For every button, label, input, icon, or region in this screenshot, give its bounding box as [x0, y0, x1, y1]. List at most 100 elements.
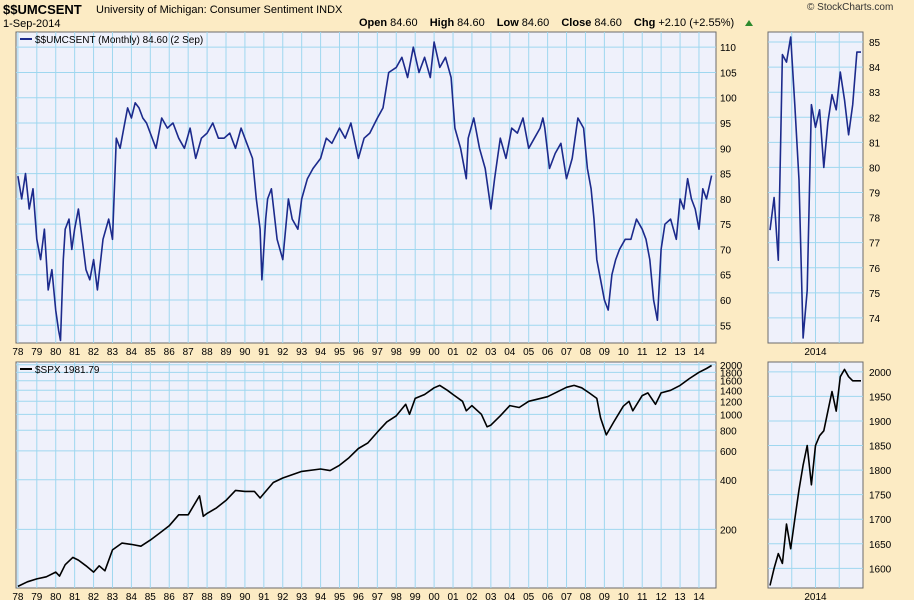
x-tick-label: 00	[429, 592, 441, 600]
y-tick-label: 1200	[720, 397, 743, 408]
y-tick-label: 200	[720, 525, 737, 536]
y-tick-label: 79	[869, 189, 881, 200]
y-tick-label: 75	[720, 220, 732, 231]
x-tick-label: 83	[107, 347, 119, 358]
y-tick-label: 76	[869, 264, 881, 275]
y-tick-label: 80	[720, 195, 732, 206]
x-tick-label: 82	[88, 592, 100, 600]
x-tick-label: 11	[637, 347, 648, 358]
x-tick-label: 93	[296, 592, 308, 600]
low-value: 84.60	[521, 17, 550, 29]
x-tick-label: 95	[334, 347, 346, 358]
spx-zoom-line	[769, 368, 861, 586]
x-tick-label: 87	[183, 592, 195, 600]
x-tick-label: 02	[466, 347, 478, 358]
stockcharts-logo[interactable]: © StockCharts.com	[807, 2, 894, 13]
y-tick-label: 80	[869, 163, 881, 174]
y-tick-label: 800	[720, 426, 737, 437]
x-tick-label: 83	[107, 592, 119, 600]
x-tick-label: 93	[296, 347, 308, 358]
x-tick-label: 97	[372, 592, 384, 600]
x-tick-label: 90	[239, 347, 251, 358]
x-tick-label: 78	[12, 592, 24, 600]
y-tick-label: 105	[720, 68, 737, 79]
x-tick-label: 07	[561, 592, 573, 600]
close-label: Close	[561, 17, 592, 29]
x-tick-label: 14	[693, 592, 705, 600]
y-tick-label: 110	[720, 43, 736, 54]
x-tick-label: 98	[391, 347, 403, 358]
x-tick-label: 12	[656, 347, 668, 358]
x-tick-label: 03	[485, 347, 497, 358]
x-tick-label: 13	[674, 592, 686, 600]
y-tick-label: 1750	[869, 491, 892, 502]
legend-label: $$UMCSENT (Monthly) 84.60 (2 Sep)	[35, 35, 203, 46]
y-tick-label: 2000	[869, 368, 892, 379]
plot-area-1	[15, 31, 717, 344]
low-label: Low	[496, 17, 519, 29]
symbol-description: University of Michigan: Consumer Sentime…	[96, 4, 343, 16]
y-tick-label: 1800	[869, 466, 892, 477]
y-tick-label: 1400	[720, 386, 743, 397]
x-tick-label: 78	[12, 347, 24, 358]
x-tick-label: 06	[542, 592, 554, 600]
x-tick-label: 92	[277, 347, 289, 358]
x-tick-label: 14	[693, 347, 705, 358]
x-tick-label: 2014	[804, 592, 827, 600]
x-tick-label: 03	[485, 592, 497, 600]
y-tick-label: 100	[720, 94, 737, 105]
x-tick-label: 84	[126, 592, 138, 600]
spx-line	[17, 364, 713, 588]
y-tick-label: 1600	[720, 377, 743, 388]
sentiment-zoom-line	[769, 36, 861, 339]
y-tick-label: 1650	[869, 540, 892, 551]
chart-date: 1-Sep-2014	[3, 18, 61, 30]
y-tick-label: 55	[720, 321, 732, 332]
x-tick-label: 02	[466, 592, 478, 600]
x-tick-label: 96	[353, 347, 365, 358]
x-tick-label: 91	[258, 592, 270, 600]
x-tick-label: 99	[410, 347, 422, 358]
y-tick-label: 1800	[720, 368, 743, 379]
x-tick-label: 2014	[804, 347, 827, 358]
x-tick-label: 95	[334, 592, 346, 600]
x-tick-label: 98	[391, 592, 403, 600]
x-tick-label: 86	[164, 347, 176, 358]
y-tick-label: 81	[869, 138, 881, 149]
y-tick-label: 95	[720, 119, 732, 130]
y-tick-label: 1950	[869, 392, 892, 403]
y-tick-label: 1850	[869, 442, 892, 453]
x-tick-label: 81	[69, 347, 81, 358]
x-tick-label: 94	[315, 347, 327, 358]
x-tick-label: 00	[429, 347, 441, 358]
x-tick-label: 09	[599, 592, 611, 600]
x-tick-label: 04	[504, 592, 516, 600]
y-tick-label: 90	[720, 144, 732, 155]
x-tick-label: 08	[580, 592, 592, 600]
x-tick-label: 79	[31, 592, 43, 600]
x-tick-label: 06	[542, 347, 554, 358]
high-label: High	[429, 17, 455, 29]
x-tick-label: 82	[88, 347, 100, 358]
y-tick-label: 82	[869, 113, 881, 124]
x-tick-label: 10	[618, 347, 630, 358]
y-tick-label: 1600	[869, 564, 892, 575]
x-tick-label: 84	[126, 347, 138, 358]
y-tick-label: 77	[869, 239, 881, 250]
y-tick-label: 2000	[720, 361, 743, 372]
sentiment-line	[17, 41, 713, 342]
y-tick-label: 1900	[869, 417, 892, 428]
chg-label: Chg	[633, 17, 656, 29]
y-tick-label: 600	[720, 447, 737, 458]
x-tick-label: 91	[258, 347, 270, 358]
chg-value: +2.10 (+2.55%)	[658, 17, 735, 29]
close-value: 84.60	[594, 17, 622, 29]
x-tick-label: 79	[31, 347, 43, 358]
y-tick-label: 1700	[869, 515, 892, 526]
x-tick-label: 88	[202, 347, 214, 358]
x-tick-label: 86	[164, 592, 176, 600]
x-tick-label: 12	[656, 592, 668, 600]
x-tick-label: 97	[372, 347, 384, 358]
x-tick-label: 07	[561, 347, 573, 358]
